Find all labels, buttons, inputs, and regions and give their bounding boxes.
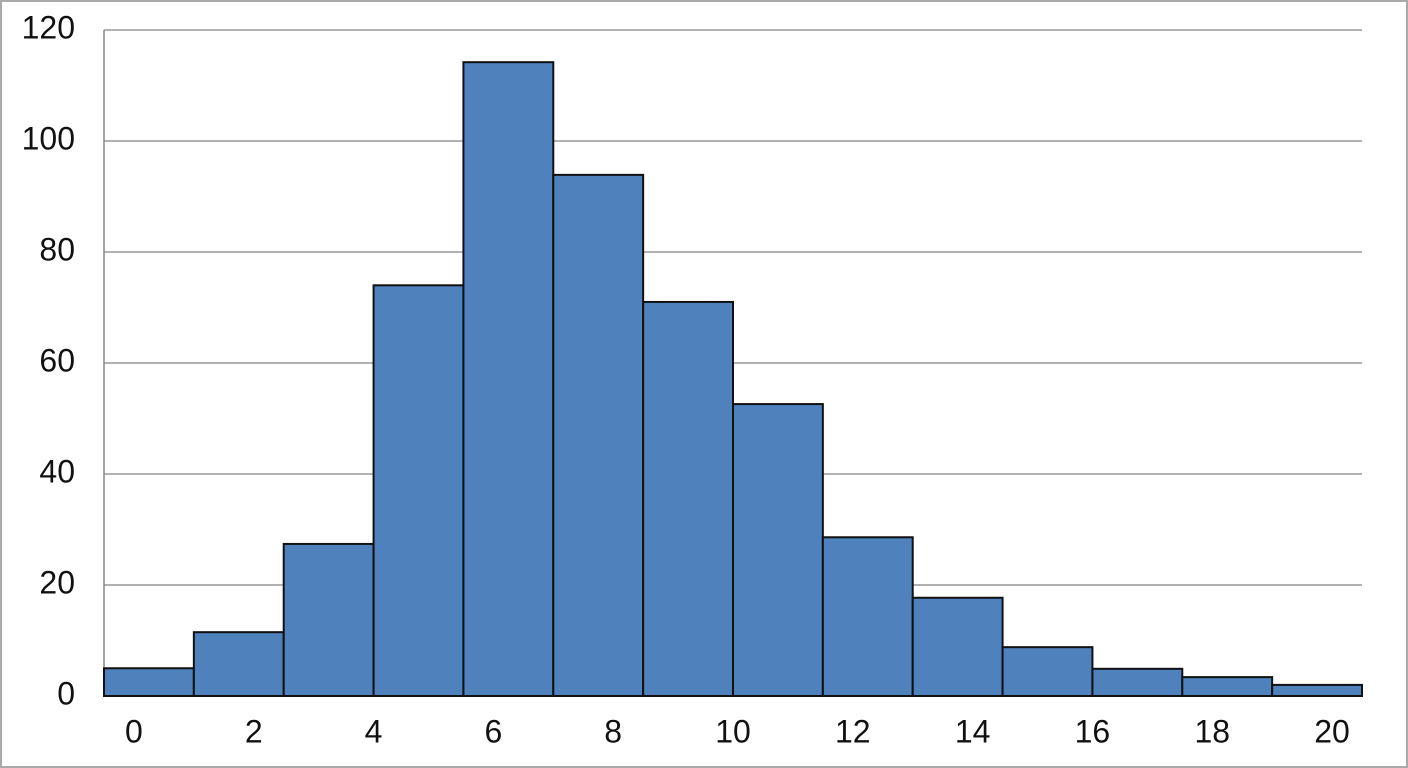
x-tick-label: 18: [1194, 713, 1230, 749]
x-tick-label: 20: [1314, 713, 1350, 749]
bar: [192, 631, 285, 697]
y-tick-label: 100: [22, 120, 75, 156]
x-tick-label: 6: [484, 713, 502, 749]
x-tick-label: 8: [604, 713, 622, 749]
x-tick-label: 10: [715, 713, 751, 749]
y-tick-label: 40: [39, 453, 75, 489]
bar: [1001, 646, 1094, 697]
bar: [1091, 667, 1184, 697]
y-tick-label: 20: [39, 564, 75, 600]
bar: [642, 300, 735, 697]
bar: [103, 667, 195, 697]
bar: [821, 536, 914, 698]
bar: [462, 61, 555, 697]
bar: [372, 284, 465, 697]
bar: [911, 596, 1004, 698]
bar: [1181, 676, 1274, 698]
y-tick-label: 120: [22, 9, 75, 45]
x-tick-label: 16: [1075, 713, 1111, 749]
bar: [552, 173, 645, 698]
bar: [1271, 683, 1363, 698]
bar: [282, 542, 375, 697]
bar: [732, 403, 824, 697]
x-tick-label: 12: [835, 713, 871, 749]
x-tick-label: 0: [125, 713, 143, 749]
x-tick-label: 4: [365, 713, 383, 749]
y-tick-label: 0: [57, 675, 75, 711]
y-tick-label: 60: [39, 342, 75, 378]
y-tick-label: 80: [39, 231, 75, 267]
x-tick-label: 14: [955, 713, 991, 749]
x-tick-label: 2: [245, 713, 263, 749]
